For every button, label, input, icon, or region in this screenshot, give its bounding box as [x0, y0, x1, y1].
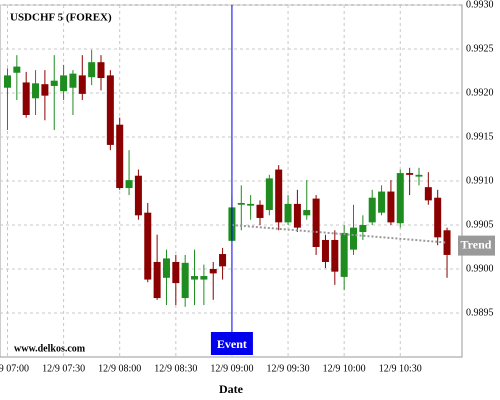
candle-body: [209, 269, 217, 274]
candle-body: [153, 261, 161, 299]
x-tick-label: 12/9 09:30: [267, 363, 310, 374]
x-tick-label: 12/9 10:00: [323, 363, 366, 374]
candle-body: [359, 225, 367, 233]
candle-body: [116, 124, 124, 189]
x-tick-label: 12/9 10:30: [379, 363, 422, 374]
candle-body: [134, 175, 142, 216]
candle-body: [350, 227, 358, 250]
event-label: Event: [217, 337, 247, 351]
y-tick-label: 0.9900: [466, 263, 494, 274]
y-tick-label: 0.9910: [466, 175, 494, 186]
candle-body: [200, 276, 208, 280]
candle-body: [22, 82, 30, 115]
candle-body: [144, 212, 152, 280]
candle-body: [78, 75, 86, 94]
candle-body: [368, 197, 376, 223]
y-tick-label: 0.9920: [466, 87, 494, 98]
candle-body: [69, 73, 77, 88]
x-tick-label: 12/9 08:00: [98, 363, 141, 374]
candle-body: [378, 191, 386, 213]
candle-body: [191, 276, 199, 280]
x-axis-label: Date: [219, 382, 244, 396]
candle-body: [275, 169, 283, 223]
x-tick-label: 12/9 07:30: [42, 363, 85, 374]
candle-body: [424, 187, 432, 201]
candle-body: [396, 173, 404, 224]
candle-body: [32, 83, 40, 99]
candle-body: [415, 174, 423, 177]
candle-body: [97, 62, 105, 79]
candle-body: [60, 75, 68, 92]
trend-line: [231, 224, 448, 244]
candle-body: [247, 203, 255, 206]
x-tick-label: 12/9 09:00: [210, 363, 253, 374]
candle-body: [293, 203, 301, 228]
candle-body: [219, 254, 227, 267]
candle-body: [88, 62, 96, 78]
y-tick-label: 0.9895: [466, 307, 494, 318]
trend-badge: [458, 235, 495, 256]
candle-body: [256, 204, 264, 218]
event-badge: [210, 332, 253, 355]
y-tick-label: 0.9905: [466, 219, 494, 230]
x-tick-label: 12/9 08:30: [154, 363, 197, 374]
candle-body: [13, 66, 21, 73]
candle-body: [237, 203, 245, 205]
candle-body: [181, 262, 189, 299]
candle-body: [41, 84, 49, 96]
y-tick-label: 0.9925: [466, 43, 494, 54]
candle-body: [321, 239, 329, 262]
y-tick-label: 0.9930: [466, 0, 494, 10]
candle-body: [3, 75, 11, 88]
candle-body: [303, 210, 311, 216]
watermark: www.delkos.com: [14, 343, 86, 354]
candle-body: [265, 178, 273, 211]
candle-body: [443, 230, 451, 255]
y-tick-label: 0.9915: [466, 131, 494, 142]
candle-body: [162, 258, 170, 278]
x-tick-label: 12/9 07:00: [0, 363, 29, 374]
candle-body: [172, 261, 180, 284]
candle-body: [106, 75, 114, 145]
chart-title: USDCHF 5 (FOREX): [10, 12, 112, 24]
candle-body: [284, 203, 292, 223]
candle-body: [331, 239, 339, 272]
candle-body: [406, 173, 414, 175]
candle-body: [387, 191, 395, 223]
trend-label: Trend: [461, 237, 492, 251]
candle-body: [50, 80, 58, 86]
candle-body: [312, 198, 320, 247]
candle-body: [340, 232, 348, 277]
candle-body: [125, 180, 133, 189]
candle-body: [434, 197, 442, 238]
